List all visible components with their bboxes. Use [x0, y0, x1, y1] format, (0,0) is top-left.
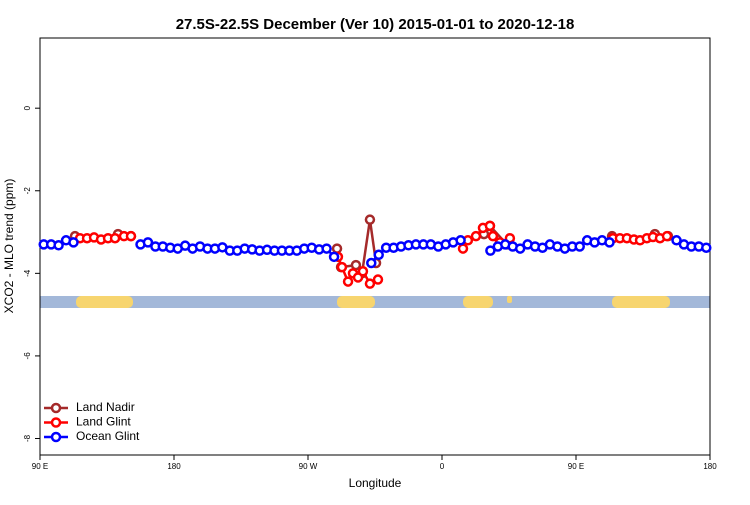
series-point [331, 243, 343, 254]
series-point [514, 243, 526, 254]
series-point [366, 257, 377, 269]
y-tick-label: -6 [23, 352, 32, 360]
series-point [336, 261, 348, 273]
series-point [457, 243, 469, 254]
series-point [671, 235, 682, 246]
series-point [68, 237, 79, 248]
series-point [470, 230, 482, 242]
x-tick-label: 180 [703, 462, 717, 471]
x-axis-label: Longitude [349, 476, 402, 490]
series-point [125, 230, 137, 242]
series-point [373, 249, 384, 261]
y-tick-label: -8 [23, 434, 32, 442]
chart-title: 27.5S-22.5S December (Ver 10) 2015-01-01… [176, 16, 575, 33]
series-point [604, 237, 615, 248]
series-point [574, 241, 585, 252]
series-point [372, 274, 384, 285]
land-strip [337, 296, 375, 308]
land-strip [76, 296, 133, 308]
legend-marker [50, 417, 62, 428]
series-point [364, 278, 376, 289]
y-tick-label: 0 [23, 105, 32, 110]
series-point [487, 230, 499, 242]
series-point [455, 235, 466, 246]
x-tick-label: 0 [440, 462, 445, 471]
legend-label: Ocean Glint [76, 429, 140, 443]
series-point [109, 232, 121, 244]
series-point [53, 240, 64, 251]
series-point [701, 242, 712, 253]
legend-marker [50, 402, 62, 414]
series-point [661, 230, 673, 242]
series-point [321, 243, 332, 254]
series-point [328, 251, 340, 263]
series-point [342, 276, 354, 287]
series-point [364, 214, 376, 225]
legend-marker [50, 431, 62, 443]
series-point [142, 237, 154, 248]
land-strip [463, 296, 493, 308]
y-axis-label: XCO2 - MLO trend (ppm) [2, 179, 16, 314]
series-point [485, 245, 496, 256]
x-tick-label: 90 E [32, 462, 48, 471]
x-tick-label: 180 [167, 462, 181, 471]
legend-label: Land Glint [76, 415, 131, 429]
land-strip [612, 296, 670, 308]
x-tick-label: 90 W [299, 462, 318, 471]
series-point [350, 259, 362, 271]
series-point [357, 266, 369, 277]
series-point [484, 220, 496, 232]
x-tick-label: 90 E [568, 462, 584, 471]
land-strip [507, 296, 512, 303]
y-tick-label: -2 [23, 187, 32, 195]
map-strip [40, 296, 710, 308]
y-tick-label: -4 [23, 269, 32, 277]
legend-label: Land Nadir [76, 400, 135, 414]
